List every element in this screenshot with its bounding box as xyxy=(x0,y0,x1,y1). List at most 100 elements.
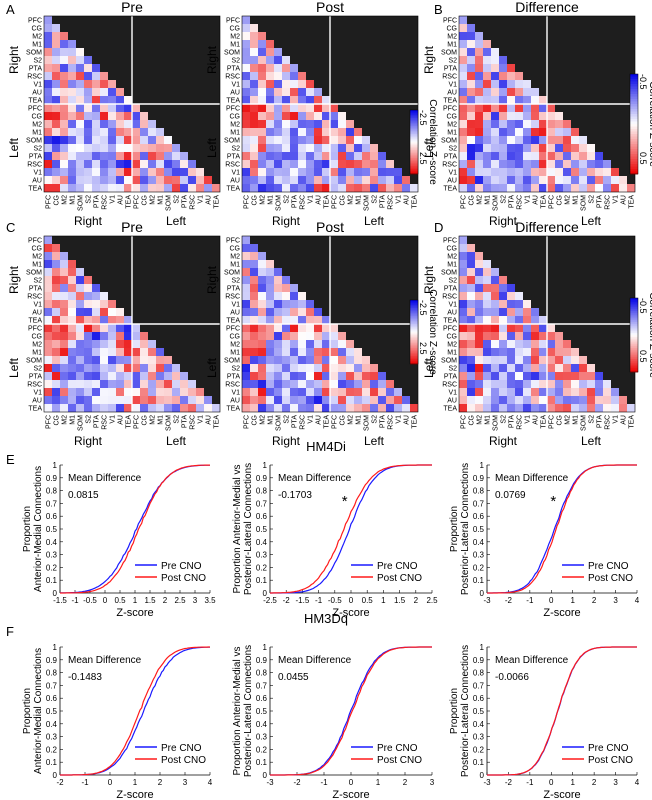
matrix-cell xyxy=(60,56,68,64)
matrix-cell xyxy=(180,168,188,176)
col-tick-label: M1 xyxy=(158,415,165,425)
matrix-cell xyxy=(274,128,282,136)
matrix-cell xyxy=(132,120,140,128)
matrix-title: Difference xyxy=(515,219,579,235)
matrix-cell xyxy=(386,176,394,184)
matrix-cell xyxy=(459,104,467,112)
matrix-cell xyxy=(92,176,100,184)
matrix-cell xyxy=(322,176,330,184)
matrix-cell xyxy=(386,388,394,396)
x-tick-label: 4 xyxy=(635,778,640,787)
matrix-cell xyxy=(258,168,266,176)
colorbar-step xyxy=(630,299,638,303)
matrix-cell xyxy=(250,112,258,120)
y-tick-label: 0.4 xyxy=(46,720,58,729)
matrix-cell xyxy=(76,88,84,96)
col-tick-label: M2 xyxy=(348,415,355,425)
col-tick-label: M1 xyxy=(485,195,492,205)
matrix-cell xyxy=(44,236,52,244)
x-tick-label: 0 xyxy=(103,596,108,605)
matrix-cell xyxy=(124,152,132,160)
legend-pre-label: Pre CNO xyxy=(161,743,202,754)
matrix-cell xyxy=(491,276,499,284)
matrix-cell xyxy=(362,364,370,372)
matrix-cell xyxy=(515,184,523,192)
matrix-cell xyxy=(459,316,467,324)
matrix-cell xyxy=(507,144,515,152)
matrix-cell xyxy=(306,356,314,364)
col-tick-label: M1 xyxy=(485,415,492,425)
row-tick-label: TEA xyxy=(28,98,42,105)
matrix-cell xyxy=(491,316,499,324)
row-tick-label: M2 xyxy=(230,122,240,129)
matrix-cell xyxy=(250,308,258,316)
matrix-cell xyxy=(314,160,322,168)
colorbar-step xyxy=(410,344,418,347)
matrix-cell xyxy=(515,300,523,308)
col-tick-label: M1 xyxy=(268,195,275,205)
matrix-cell xyxy=(92,112,100,120)
matrix-cell xyxy=(555,184,563,192)
matrix-cell xyxy=(563,356,571,364)
matrix-cell xyxy=(156,144,164,152)
matrix-cell xyxy=(124,364,132,372)
matrix-cell xyxy=(60,112,68,120)
matrix-cell xyxy=(499,308,507,316)
matrix-cell xyxy=(140,160,148,168)
matrix-cell xyxy=(250,356,258,364)
colorbar-step xyxy=(410,137,418,140)
matrix-cell xyxy=(314,348,322,356)
matrix-cell xyxy=(282,128,290,136)
matrix-cell xyxy=(68,64,76,72)
colorbar-step xyxy=(410,142,418,144)
matrix-cell xyxy=(467,380,475,388)
matrix-cell xyxy=(467,112,475,120)
colorbar-step xyxy=(630,346,638,349)
matrix-cell xyxy=(52,88,60,96)
y-tick-label: 0.7 xyxy=(473,681,485,690)
matrix-cell xyxy=(290,144,298,152)
matrix-cell xyxy=(306,364,314,372)
matrix-cell xyxy=(338,144,346,152)
matrix-cell xyxy=(322,356,330,364)
matrix-cell xyxy=(499,160,507,168)
matrix-cell xyxy=(314,88,322,96)
matrix-cell xyxy=(547,332,555,340)
matrix-cell xyxy=(76,268,84,276)
matrix-cell xyxy=(140,372,148,380)
matrix-cell xyxy=(555,112,563,120)
matrix-cell xyxy=(92,308,100,316)
row-tick-label: PFC xyxy=(443,238,457,245)
matrix-cell xyxy=(467,396,475,404)
matrix-cell xyxy=(164,144,172,152)
matrix-cell xyxy=(523,356,531,364)
matrix-cell xyxy=(338,160,346,168)
x-axis-label: Z-score xyxy=(116,607,153,619)
colorbar-step xyxy=(410,351,418,354)
y-tick-label: 0.7 xyxy=(473,499,485,508)
matrix-cell xyxy=(92,184,100,192)
matrix-cell xyxy=(124,136,132,144)
col-tick-label: PFC xyxy=(244,195,251,209)
matrix-cell xyxy=(44,96,52,104)
matrix-cell xyxy=(92,364,100,372)
matrix-cell xyxy=(515,292,523,300)
matrix-cell xyxy=(68,176,76,184)
matrix-cell xyxy=(282,160,290,168)
matrix-cell xyxy=(266,308,274,316)
matrix-cell xyxy=(290,176,298,184)
matrix-cell xyxy=(539,184,547,192)
matrix-cell xyxy=(322,128,330,136)
colorbar-step xyxy=(410,119,418,122)
matrix-cell xyxy=(322,160,330,168)
x-tick-label: -2 xyxy=(505,596,513,605)
matrix-cell xyxy=(571,136,579,144)
matrix-cell xyxy=(531,404,539,412)
y-tick-label: 0.7 xyxy=(46,499,58,508)
matrix-cell xyxy=(84,324,92,332)
matrix-cell xyxy=(563,372,571,380)
matrix-cell xyxy=(242,40,250,48)
matrix-cell xyxy=(475,152,483,160)
matrix-cell xyxy=(52,160,60,168)
matrix-cell xyxy=(76,348,84,356)
